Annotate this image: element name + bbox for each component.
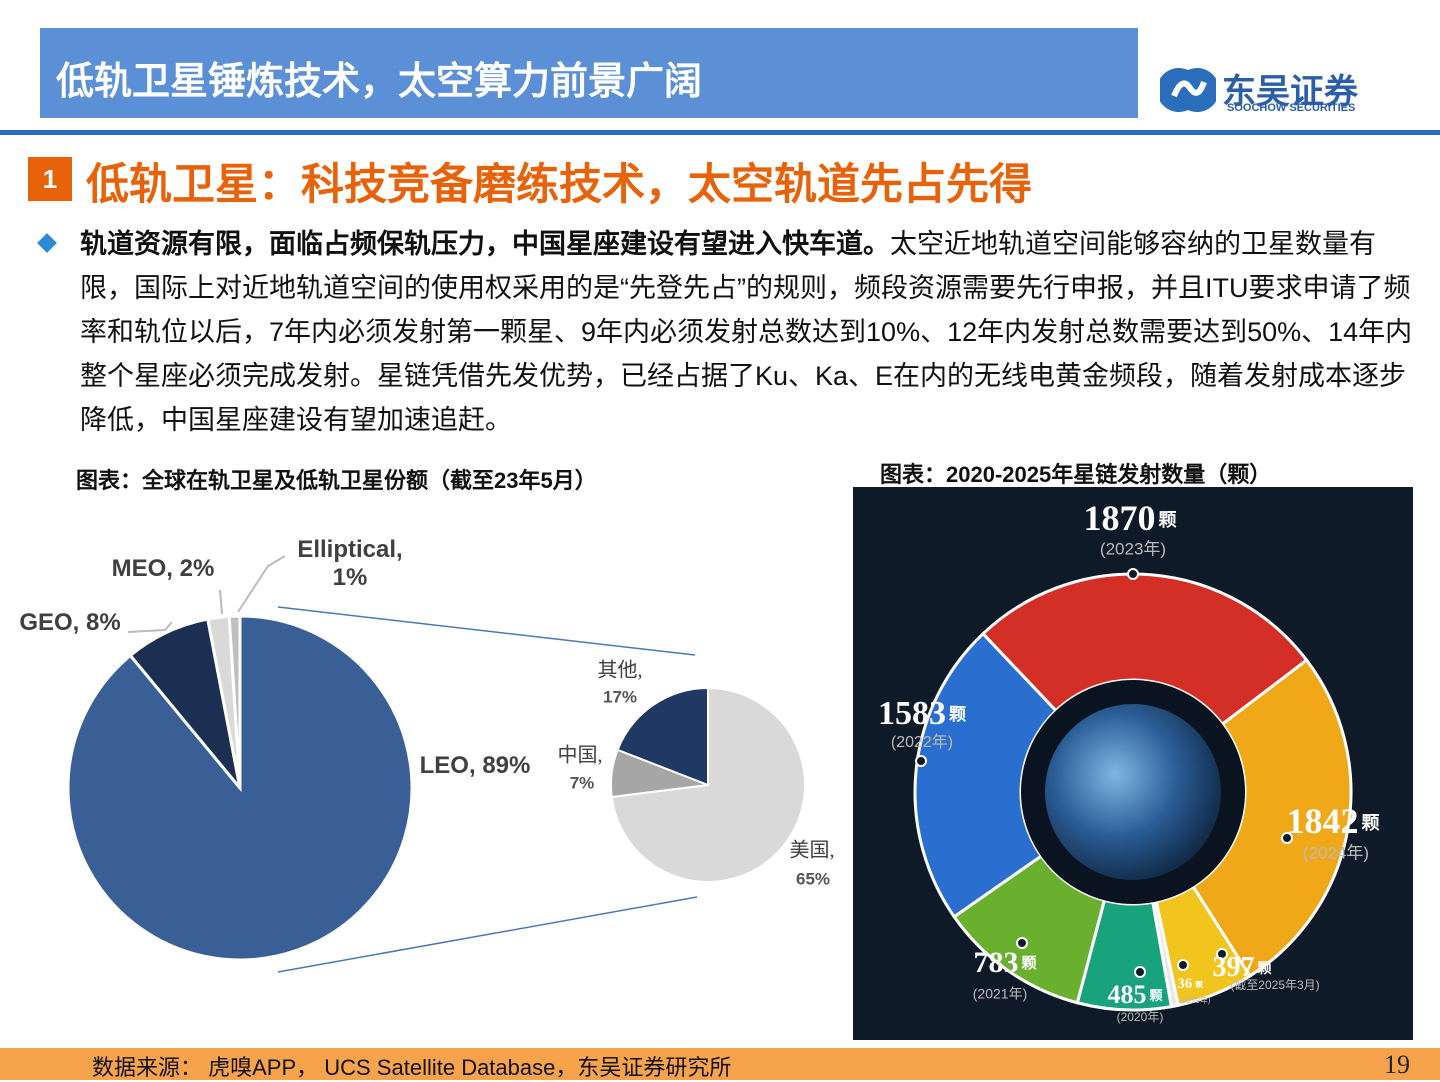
- category-label: (2019年): [1179, 995, 1210, 1005]
- leader-line: [127, 621, 173, 633]
- bullet-body: 太空近地轨道空间能够容纳的卫星数量有限，国际上对近地轨道空间的使用权采用的是“先…: [80, 229, 1413, 435]
- slice: [227, 614, 242, 789]
- logo-en: SOOCHOW SECURITIES: [1227, 102, 1356, 114]
- data-label: LEO, 89%: [419, 752, 531, 779]
- data-label: 485 颗: [1107, 980, 1162, 1009]
- connector: [277, 606, 696, 656]
- marker-dot: [1134, 966, 1146, 978]
- value: 485: [1107, 980, 1146, 1009]
- marker-dot: [1216, 948, 1228, 960]
- section-title: 低轨卫星：科技竞备磨练技术，太空轨道先占先得: [86, 161, 1032, 209]
- data-label: 1842 颗: [1287, 801, 1380, 841]
- data-label: 17%: [603, 687, 637, 706]
- value: 1842: [1287, 801, 1359, 841]
- section-number: 1: [28, 157, 72, 201]
- category-label: (截至2025年3月): [1230, 978, 1319, 992]
- category-label: 其他,: [598, 659, 643, 682]
- earth: [1045, 704, 1221, 880]
- chart-title: 图表：2020-2025年星链发射数量（颗）: [880, 462, 1272, 487]
- marker-dot: [1177, 959, 1189, 971]
- value: 1583: [878, 695, 946, 732]
- category-label: (2023年): [1100, 539, 1166, 558]
- data-label: 7%: [570, 773, 595, 792]
- marker-dot: [915, 755, 927, 767]
- page-number: 19: [1384, 1050, 1410, 1079]
- category-label: (2022年): [891, 733, 953, 751]
- category-label: (2024年): [1303, 843, 1369, 862]
- data-label: MEO, 2%: [111, 555, 215, 582]
- connector: [277, 896, 698, 973]
- unit: 颗: [1159, 510, 1177, 530]
- leader-line: [219, 589, 223, 615]
- category-label: (2020年): [1117, 1010, 1164, 1024]
- logo-cn: 东吴证券: [1222, 73, 1358, 111]
- data-label: 36 颗: [1177, 976, 1203, 992]
- marker-dot: [1016, 937, 1028, 949]
- unit: 颗: [1258, 961, 1272, 977]
- data-label: 65%: [796, 869, 830, 888]
- data-label: GEO, 8%: [19, 609, 121, 636]
- bullet-bold: 轨道资源有限，面临占频保轨压力，中国星座建设有望进入快车道。: [80, 229, 890, 259]
- data-label: 783 颗: [973, 946, 1036, 979]
- data-label: 397 颗: [1213, 952, 1272, 983]
- unit: 颗: [1195, 979, 1203, 989]
- category-label: (2021年): [973, 986, 1027, 1002]
- charts: 36 颗(2019年)485 颗(2020年)783 颗(2021年)1583 颗(20…: [66, 487, 1413, 1040]
- category-label: 美国,: [790, 839, 835, 862]
- unit: 颗: [1021, 955, 1036, 972]
- header-title: 低轨卫星锤炼技术，太空算力前景广阔: [56, 61, 703, 103]
- category-label: 中国,: [558, 744, 603, 767]
- data-label: 1583 颗: [878, 695, 966, 732]
- source: 数据来源： 虎嗅APP， UCS Satellite Database，东吴证券…: [92, 1055, 732, 1080]
- value: 36: [1177, 976, 1193, 992]
- value: 783: [973, 946, 1018, 979]
- marker-dot: [1127, 568, 1139, 580]
- logo-icon: [1160, 68, 1216, 112]
- header-bar: [40, 28, 1138, 118]
- leader-line: [237, 555, 286, 613]
- footer-bar: [0, 1048, 1440, 1080]
- data-label: 1870 颗: [1084, 498, 1177, 538]
- chart-title: 图表：全球在轨卫星及低轨卫星份额（截至23年5月）: [76, 468, 597, 493]
- unit: 颗: [1362, 813, 1380, 833]
- bullet-text: 轨道资源有限，面临占频保轨压力，中国星座建设有望进入快车道。太空近地轨道空间能够…: [80, 222, 1415, 442]
- value: 1870: [1084, 498, 1156, 538]
- header-rule: [0, 130, 1440, 135]
- unit: 颗: [949, 705, 966, 724]
- marker-dot: [1281, 832, 1293, 844]
- unit: 颗: [1149, 988, 1162, 1003]
- slice: [616, 686, 709, 787]
- value: 397: [1213, 952, 1255, 983]
- slice: [1154, 884, 1252, 1008]
- data-label: Elliptical, 1%: [297, 536, 403, 591]
